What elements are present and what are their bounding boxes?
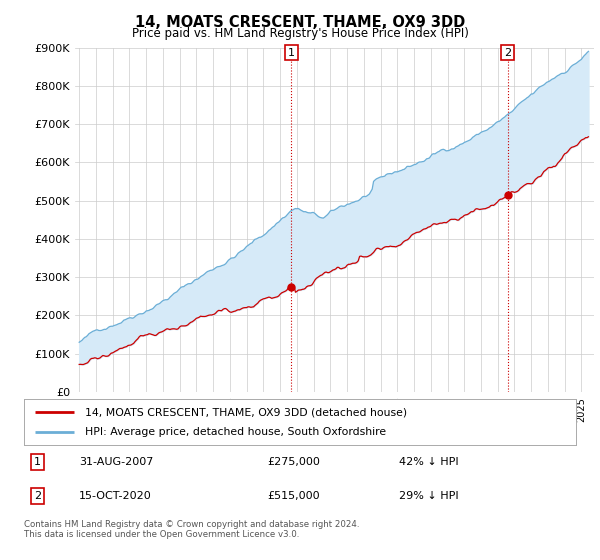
Text: Contains HM Land Registry data © Crown copyright and database right 2024.
This d: Contains HM Land Registry data © Crown c… xyxy=(24,520,359,539)
Text: 14, MOATS CRESCENT, THAME, OX9 3DD: 14, MOATS CRESCENT, THAME, OX9 3DD xyxy=(135,15,465,30)
Text: 2: 2 xyxy=(34,491,41,501)
Text: 31-AUG-2007: 31-AUG-2007 xyxy=(79,457,154,467)
Text: 29% ↓ HPI: 29% ↓ HPI xyxy=(400,491,459,501)
Text: Price paid vs. HM Land Registry's House Price Index (HPI): Price paid vs. HM Land Registry's House … xyxy=(131,27,469,40)
Text: £515,000: £515,000 xyxy=(267,491,320,501)
Text: £275,000: £275,000 xyxy=(267,457,320,467)
Text: 1: 1 xyxy=(288,48,295,58)
Text: 42% ↓ HPI: 42% ↓ HPI xyxy=(400,457,459,467)
Text: 1: 1 xyxy=(34,457,41,467)
Text: 15-OCT-2020: 15-OCT-2020 xyxy=(79,491,152,501)
Text: 2: 2 xyxy=(504,48,511,58)
Text: 14, MOATS CRESCENT, THAME, OX9 3DD (detached house): 14, MOATS CRESCENT, THAME, OX9 3DD (deta… xyxy=(85,407,407,417)
Text: HPI: Average price, detached house, South Oxfordshire: HPI: Average price, detached house, Sout… xyxy=(85,427,386,437)
